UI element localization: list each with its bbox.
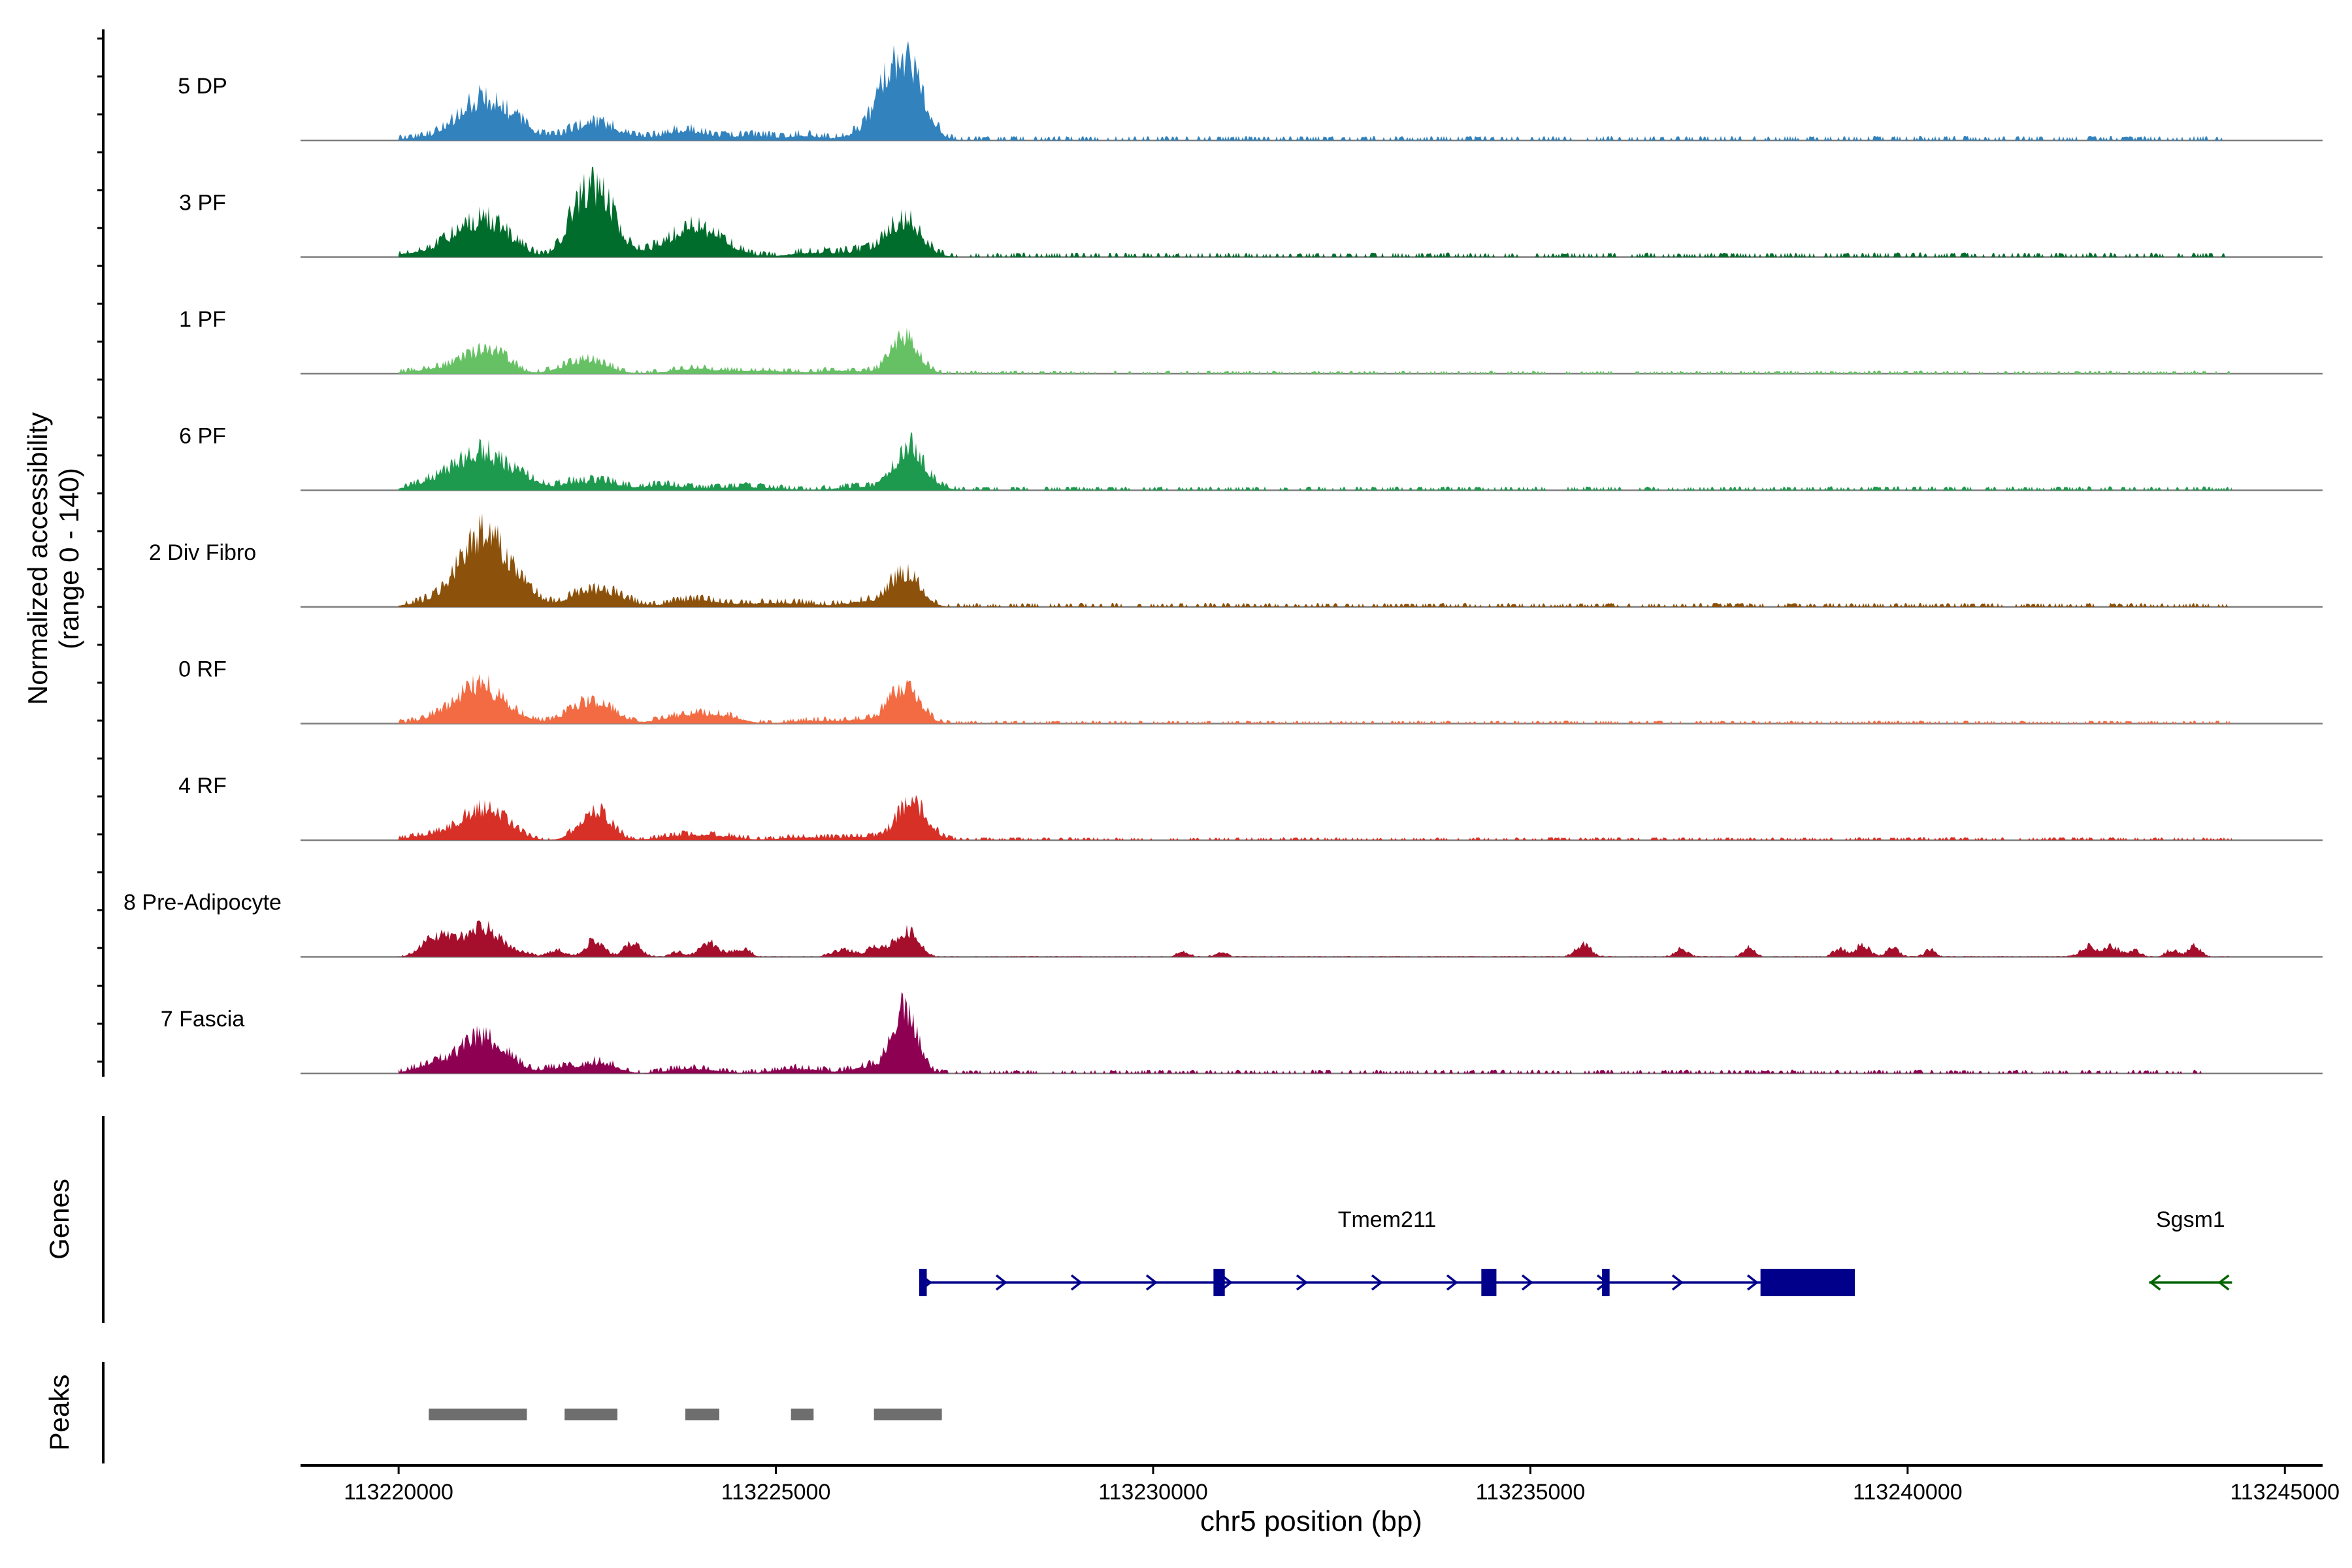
track-6: 0 RF <box>178 657 2323 725</box>
x-tick-label: 113235000 <box>1476 1480 1586 1505</box>
track-8: 8 Pre-Adipocyte <box>123 890 2323 958</box>
peak-track <box>429 1409 942 1420</box>
x-tick-label: 113225000 <box>721 1480 831 1505</box>
coverage-area <box>399 167 2232 257</box>
gene-track: Tmem211 Sgsm1 <box>919 1207 2232 1296</box>
strand-arrow <box>1671 1274 1684 1291</box>
coverage-y-ticks <box>97 37 103 1063</box>
peak-region <box>791 1409 814 1420</box>
gene-tmem211: Tmem211 <box>919 1207 1855 1296</box>
track-3: 1 PF <box>179 307 2323 375</box>
peak-region <box>429 1409 527 1420</box>
coverage-area <box>399 513 2232 607</box>
track-9: 7 Fascia <box>161 992 2323 1075</box>
peaks-panel-label: Peaks <box>44 1375 74 1451</box>
track-label: 4 RF <box>178 774 227 798</box>
x-tick-label: 113220000 <box>344 1480 453 1505</box>
exon <box>1602 1269 1610 1296</box>
gene-sgsm1: Sgsm1 <box>2149 1207 2232 1291</box>
coverage-area <box>399 327 2232 374</box>
strand-arrow <box>1521 1274 1533 1291</box>
strand-arrow <box>1371 1274 1383 1291</box>
coverage-area <box>399 794 2232 840</box>
track-4: 6 PF <box>179 424 2323 491</box>
track-7: 4 RF <box>178 774 2323 841</box>
gene-label: Tmem211 <box>1338 1207 1437 1232</box>
x-tick-label: 113230000 <box>1098 1480 1208 1505</box>
track-2: 3 PF <box>179 167 2323 258</box>
strand-arrow <box>1446 1274 1458 1291</box>
coverage-area <box>399 432 2232 491</box>
track-label: 6 PF <box>179 424 226 449</box>
track-label: 7 Fascia <box>161 1007 245 1032</box>
strand-arrow <box>2217 1274 2230 1291</box>
exon <box>1213 1269 1225 1296</box>
peak-region <box>874 1409 942 1420</box>
strand-arrow <box>1296 1274 1308 1291</box>
y-axis-label-line2: (range 0 - 140) <box>54 468 84 649</box>
x-axis-label: chr5 position (bp) <box>1200 1505 1422 1537</box>
strand-arrow <box>995 1274 1007 1291</box>
gene-label: Sgsm1 <box>2156 1207 2225 1232</box>
coverage-area <box>399 674 2232 724</box>
x-tick-label: 113240000 <box>1853 1480 1963 1505</box>
exon <box>919 1269 927 1296</box>
track-5: 2 Div Fibro <box>149 513 2323 608</box>
peak-region <box>685 1409 719 1420</box>
coverage-tracks: 5 DP 3 PF 1 PF 6 PF 2 Div Fibro 0 RF 4 RF 8 Pre… <box>123 41 2323 1075</box>
genes-panel-label: Genes <box>44 1179 74 1260</box>
track-label: 0 RF <box>178 657 227 682</box>
exon <box>1760 1269 1855 1296</box>
track-label: 2 Div Fibro <box>149 540 256 565</box>
strand-arrow <box>1145 1274 1158 1291</box>
coverage-area <box>399 920 2232 957</box>
track-label: 5 DP <box>178 74 227 99</box>
y-axis-label-line1: Normalized accessibility <box>22 412 53 705</box>
x-tick-label: 113245000 <box>2230 1480 2340 1505</box>
track-label: 1 PF <box>179 307 226 332</box>
strand-arrow <box>1746 1274 1759 1291</box>
track-label: 3 PF <box>179 191 226 216</box>
track-label: 8 Pre-Adipocyte <box>123 890 282 915</box>
strand-arrow <box>2149 1274 2161 1291</box>
track-1: 5 DP <box>178 41 2323 142</box>
coverage-area <box>399 41 2225 140</box>
exon <box>1481 1269 1497 1296</box>
strand-arrow <box>1070 1274 1083 1291</box>
x-axis-ticks: 113220000 113225000 113230000 113235000 1132… <box>344 1465 2340 1505</box>
peak-region <box>564 1409 618 1420</box>
